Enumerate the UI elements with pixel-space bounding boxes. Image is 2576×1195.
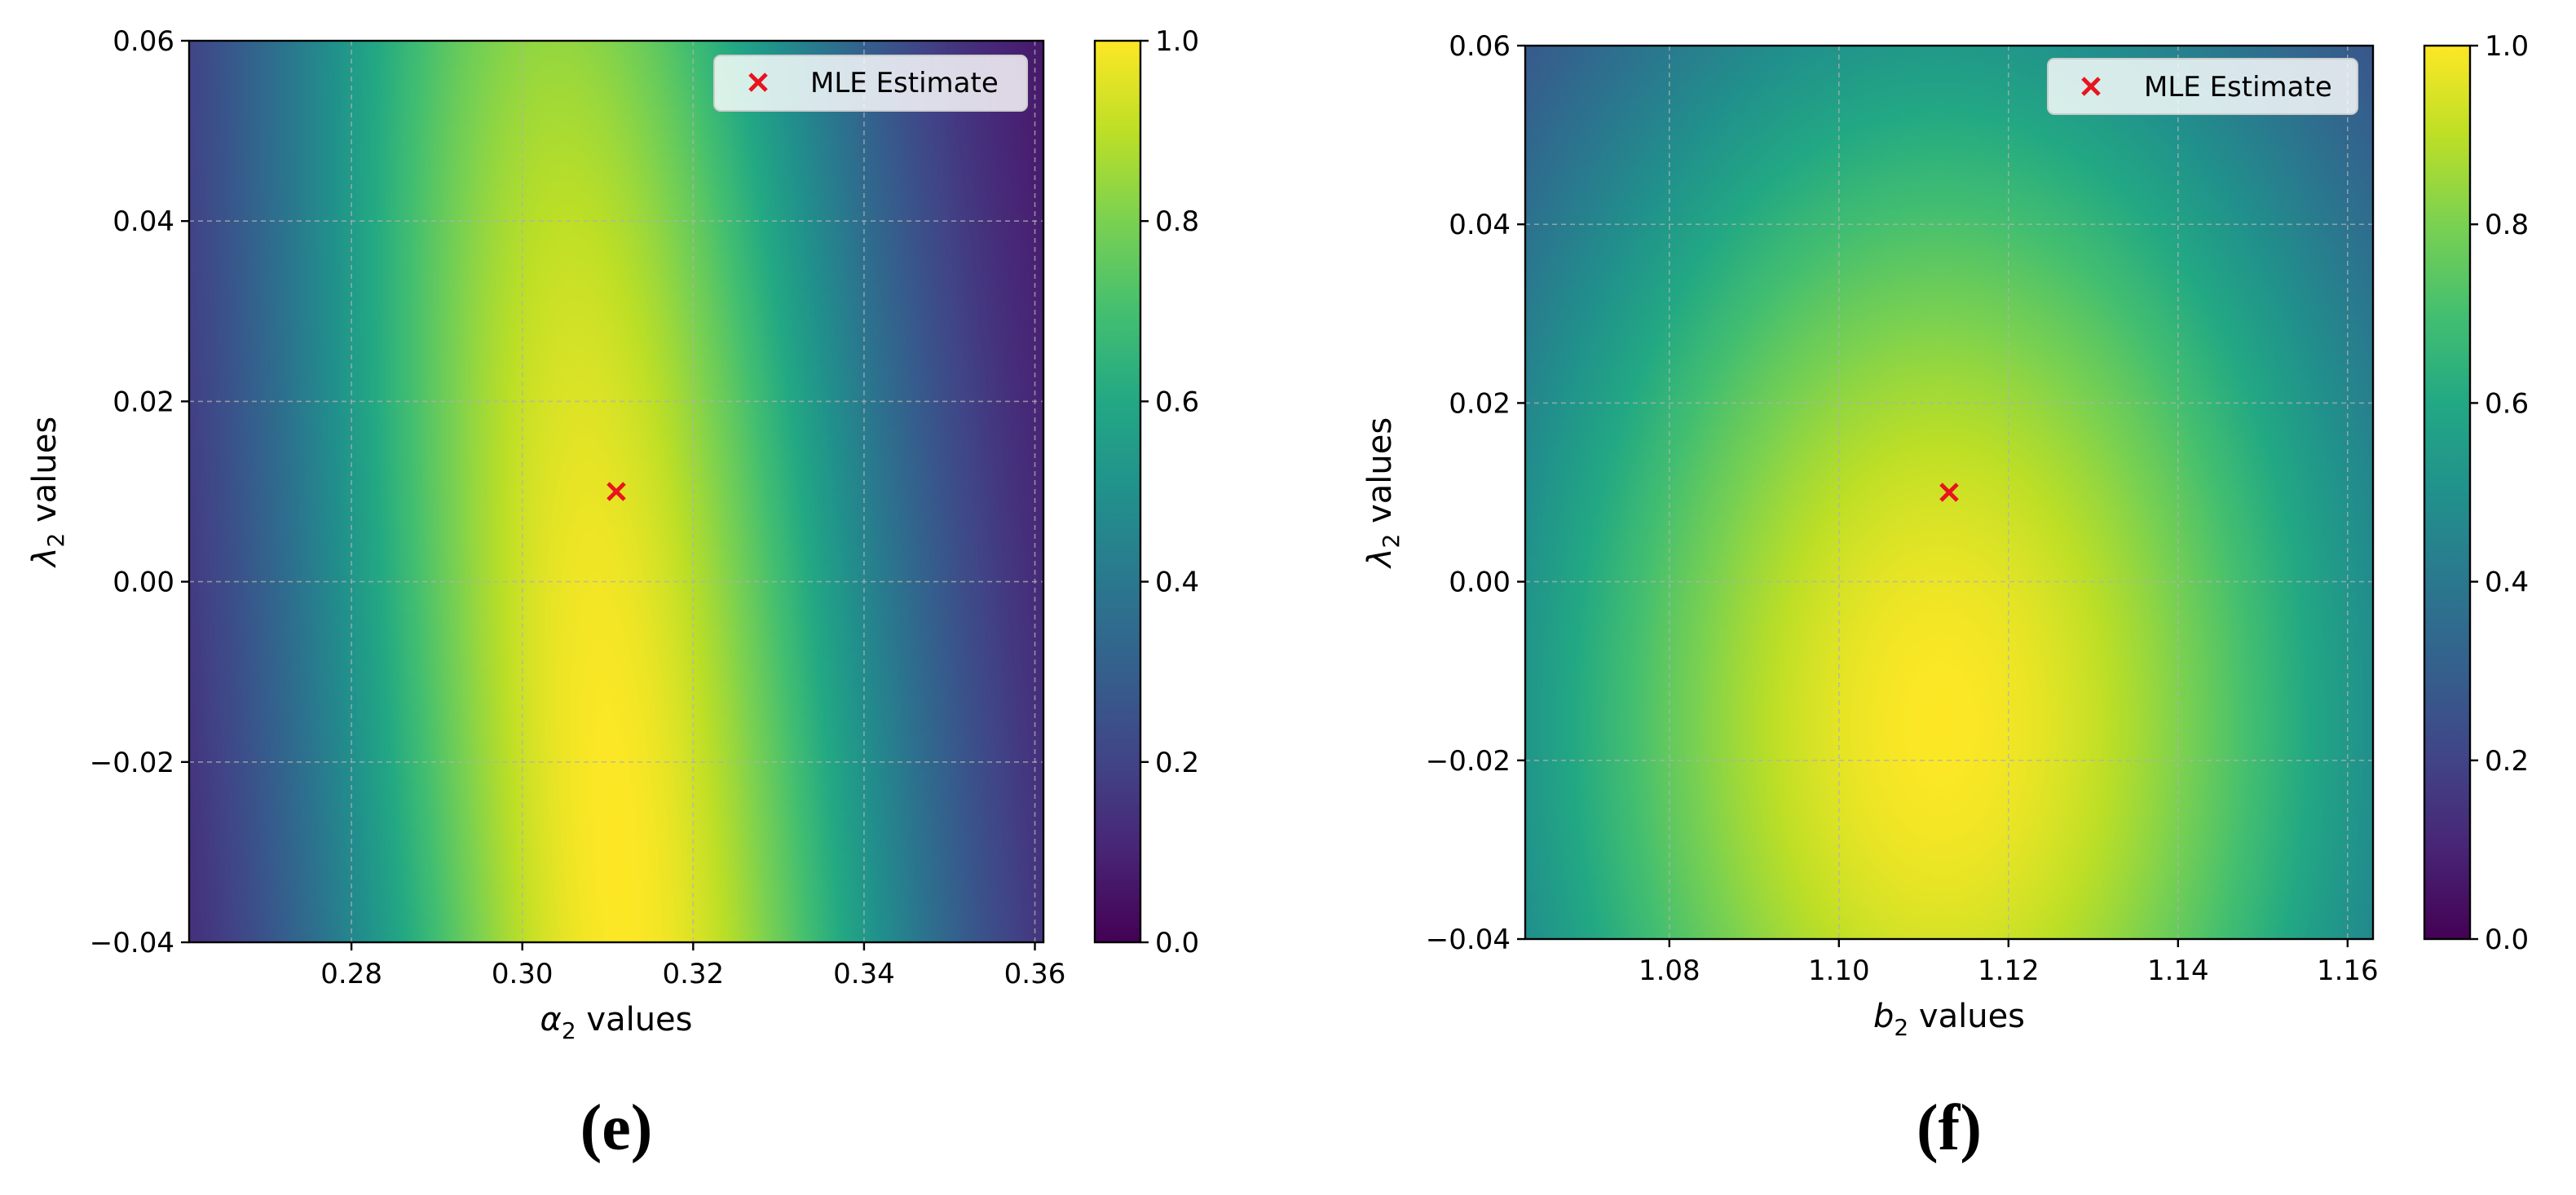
colorbar (1093, 39, 1142, 944)
y-tick-label: 0.04 (1449, 209, 1511, 241)
plot-frame (1524, 44, 2375, 941)
legend-label: MLE Estimate (810, 67, 999, 99)
x-tick-label: 0.36 (1004, 958, 1066, 990)
y-tick-label: −0.02 (90, 747, 174, 779)
mle-estimate-marker (607, 482, 626, 501)
y-tick-label: −0.04 (90, 927, 174, 959)
x-tick-label: 1.14 (2147, 955, 2209, 987)
y-tick-label: 0.00 (1449, 567, 1511, 599)
panel-label: (e) (580, 1092, 653, 1164)
x-axis-label: α2 values (540, 1001, 692, 1044)
colorbar (2423, 44, 2472, 941)
y-axis-label: λ2 values (26, 417, 69, 568)
legend-box (2047, 58, 2358, 115)
x-tick-label: 0.28 (320, 958, 382, 990)
mle-marker-stroke (1939, 483, 1959, 502)
colorbar-tick-label: 0.8 (1155, 205, 1199, 238)
x-axis-ticks: 0.28 0.30 0.32 0.34 0.36 (320, 942, 1065, 990)
colorbar-tick-label: 1.0 (1155, 25, 1199, 58)
panel-e: 0.28 0.30 0.32 0.34 0.36 −0.04 −0.02 0.00 0.02 0… (26, 25, 1199, 1164)
y-tick-label: 0.02 (112, 386, 174, 418)
colorbar-ticks: 0.0 0.2 0.4 0.6 0.8 1.0 (2470, 30, 2529, 956)
x-tick-label: 1.16 (2317, 955, 2379, 987)
legend-label: MLE Estimate (2144, 71, 2332, 104)
colorbar-tick-label: 0.6 (1155, 386, 1199, 418)
x-tick-label: 1.12 (1978, 955, 2040, 987)
panel-label: (f) (1917, 1092, 1982, 1164)
colorbar-ticks: 0.0 0.2 0.4 0.6 0.8 1.0 (1140, 25, 1199, 959)
legend-box (713, 55, 1028, 112)
y-axis-label: λ2 values (1361, 417, 1405, 569)
colorbar-tick-label: 0.4 (1155, 567, 1199, 599)
colorbar-tick-label: 0.2 (2485, 745, 2529, 778)
y-axis-ticks: −0.04 −0.02 0.00 0.02 0.04 0.06 (1426, 30, 1525, 956)
x-tick-label: 0.30 (492, 958, 554, 990)
y-tick-label: 0.06 (112, 25, 174, 58)
legend-marker-icon (748, 73, 768, 92)
x-tick-label: 0.32 (662, 958, 724, 990)
colorbar-tick-label: 1.0 (2485, 30, 2529, 63)
x-tick-label: 1.10 (1808, 955, 1870, 987)
mle-estimate-marker (1939, 483, 1959, 502)
colorbar-tick-label: 0.0 (2485, 924, 2529, 956)
x-axis-label: b2 values (1873, 998, 2025, 1041)
x-tick-label: 0.34 (833, 958, 895, 990)
x-tick-label: 1.08 (1639, 955, 1700, 987)
mle-marker-stroke (607, 482, 626, 501)
colorbar-tick-label: 0.2 (1155, 747, 1199, 779)
y-tick-label: −0.04 (1426, 924, 1511, 956)
y-tick-label: 0.00 (112, 567, 174, 599)
plot-frame (187, 39, 1045, 944)
y-tick-label: 0.06 (1449, 30, 1511, 63)
colorbar-tick-label: 0.0 (1155, 927, 1199, 959)
y-tick-label: 0.04 (112, 205, 174, 238)
y-tick-label: −0.02 (1426, 745, 1511, 778)
legend: MLE Estimate (2047, 58, 2358, 115)
y-tick-label: 0.02 (1449, 387, 1511, 420)
y-axis-ticks: −0.04 −0.02 0.00 0.02 0.04 0.06 (90, 25, 189, 959)
panel-f: 1.08 1.10 1.12 1.14 1.16 −0.04 −0.02 0.00 0.02 0… (1361, 30, 2529, 1164)
legend-marker-icon (2081, 77, 2101, 96)
colorbar-tick-label: 0.8 (2485, 209, 2529, 241)
legend: MLE Estimate (713, 55, 1028, 112)
x-axis-ticks: 1.08 1.10 1.12 1.14 1.16 (1639, 939, 2379, 987)
colorbar-tick-label: 0.6 (2485, 387, 2529, 420)
colorbar-tick-label: 0.4 (2485, 567, 2529, 599)
